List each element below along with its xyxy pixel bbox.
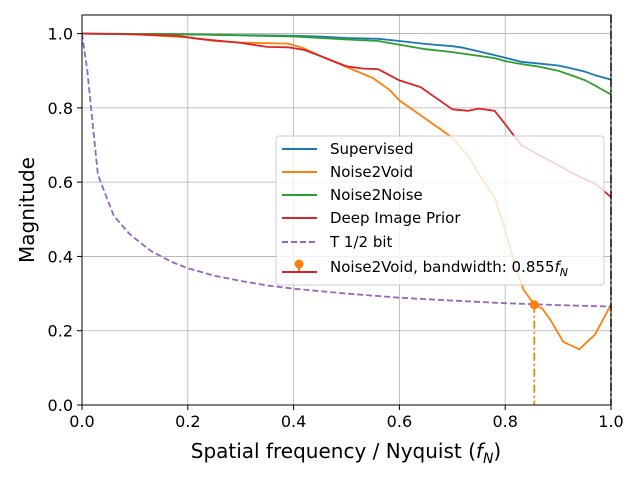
y-tick-label: 1.0 [48, 25, 73, 44]
legend: Supervised Noise2Void Noise2Noise Deep I… [275, 135, 605, 286]
series-line-t-1-2-bit [82, 33, 611, 308]
legend-label-t-half-bit: T 1/2 bit [329, 233, 393, 251]
legend-box [275, 135, 605, 286]
x-tick-label: 0.8 [492, 412, 517, 431]
legend-label-bandwidth-subscript: N [560, 266, 568, 279]
y-tick-label: 0.8 [48, 99, 73, 118]
x-tick-label: 0.4 [281, 412, 306, 431]
x-tick-label: 0.2 [175, 412, 200, 431]
x-tick-label: 1.0 [598, 412, 623, 431]
ticks: 0.0 0.2 0.4 0.6 0.8 1.0 0.0 0.2 0.4 0.6 0.8 1.0 [48, 25, 624, 431]
x-axis-label: Spatial frequency / Nyquist (fN) [191, 439, 501, 467]
y-tick-label: 0.4 [48, 247, 73, 266]
y-tick-label: 0.6 [48, 173, 73, 192]
legend-label-noise2void: Noise2Void [330, 163, 413, 181]
x-tick-label: 0.6 [387, 412, 412, 431]
bandwidth-point [529, 300, 539, 310]
legend-label-bandwidth: Noise2Void, bandwidth: 0.855fN [330, 258, 568, 279]
x-axis-label-symbol: f [476, 439, 486, 463]
y-axis-label: Magnitude [15, 157, 39, 263]
x-tick-label: 0.0 [69, 412, 94, 431]
y-tick-label: 0.2 [48, 322, 73, 341]
plot-frame [81, 14, 612, 406]
y-tick-label: 0.0 [48, 396, 73, 415]
series-line-noise2void [82, 32, 611, 351]
legend-swatch-bandwidth-dot [294, 259, 304, 269]
legend-label-bandwidth-symbol: f [555, 258, 563, 276]
x-axis-label-close: ) [493, 439, 501, 463]
series-line-noise2noise [82, 32, 611, 96]
x-axis-label-subscript: N [483, 451, 494, 467]
legend-label-deep-image-prior: Deep Image Prior [330, 209, 461, 227]
legend-label-noise2noise: Noise2Noise [330, 186, 423, 204]
legend-label-supervised: Supervised [330, 140, 414, 158]
